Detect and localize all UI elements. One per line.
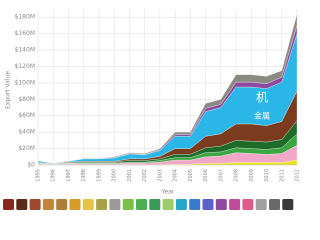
category-icon[interactable] bbox=[269, 199, 280, 210]
y-tick-label: $40M bbox=[18, 129, 35, 136]
category-icon[interactable] bbox=[69, 199, 81, 210]
category-icon[interactable] bbox=[229, 199, 241, 210]
x-tick-label: 2009 bbox=[249, 169, 255, 182]
area bbox=[37, 13, 298, 164]
area-label: 机 bbox=[256, 91, 268, 105]
category-icon[interactable] bbox=[202, 199, 214, 210]
category-icon[interactable] bbox=[16, 199, 28, 210]
y-tick-label: $180M bbox=[15, 14, 35, 21]
category-icon[interactable] bbox=[96, 199, 108, 210]
category-icon[interactable] bbox=[82, 199, 94, 210]
category-icon[interactable] bbox=[109, 199, 121, 210]
x-tick-label: 2007 bbox=[218, 169, 224, 182]
x-tick-label: 2002 bbox=[142, 169, 148, 182]
y-tick-label: $0 bbox=[27, 162, 35, 169]
x-tick-label: 2001 bbox=[127, 169, 133, 182]
x-tick-label: 2011 bbox=[279, 169, 285, 182]
y-tick-label: $160M bbox=[15, 30, 35, 37]
category-icon[interactable] bbox=[3, 199, 14, 210]
x-tick-label: 1999 bbox=[96, 169, 102, 182]
y-axis-label: Export Value bbox=[5, 71, 12, 109]
y-tick-label: $100M bbox=[15, 79, 35, 86]
x-tick-label: 2010 bbox=[264, 169, 270, 182]
x-tick-label: 2006 bbox=[203, 169, 209, 182]
x-tick-label: 2003 bbox=[157, 169, 163, 182]
category-icon[interactable] bbox=[282, 199, 294, 210]
y-tick-label: $120M bbox=[15, 63, 35, 70]
category-icon[interactable] bbox=[242, 199, 254, 210]
x-tick-label: 1997 bbox=[66, 169, 72, 182]
y-tick-label: $60M bbox=[18, 112, 35, 119]
x-tick-label: 2005 bbox=[188, 169, 194, 182]
x-tick-label: 2012 bbox=[295, 169, 301, 182]
category-icon[interactable] bbox=[255, 199, 267, 210]
category-icon[interactable] bbox=[162, 199, 174, 210]
chart: Export Value Year $0 $20M $40M $60M $80M $100… bbox=[3, 9, 301, 210]
category-icon[interactable] bbox=[215, 199, 227, 210]
x-tick-label: 2008 bbox=[234, 169, 240, 182]
area-label: 金属 bbox=[254, 111, 270, 121]
category-icon[interactable] bbox=[189, 199, 201, 210]
x-tick-label: 1996 bbox=[51, 169, 57, 182]
category-icon[interactable] bbox=[56, 199, 68, 210]
category-icon[interactable] bbox=[29, 199, 41, 210]
category-icon[interactable] bbox=[149, 199, 161, 210]
x-tick-label: 2004 bbox=[173, 169, 179, 182]
category-icon[interactable] bbox=[122, 199, 134, 210]
y-tick-label: $80M bbox=[18, 96, 35, 103]
category-icon[interactable] bbox=[136, 199, 147, 210]
y-tick-label: $20M bbox=[18, 145, 35, 152]
x-tick-label: 2000 bbox=[112, 169, 118, 182]
x-tick-label: 1998 bbox=[81, 169, 87, 182]
y-tick-label: $140M bbox=[15, 47, 35, 54]
x-axis-label: Year bbox=[161, 189, 175, 196]
x-tick-label: 1995 bbox=[36, 169, 42, 182]
category-icon[interactable] bbox=[175, 199, 187, 210]
category-icon[interactable] bbox=[42, 199, 54, 210]
